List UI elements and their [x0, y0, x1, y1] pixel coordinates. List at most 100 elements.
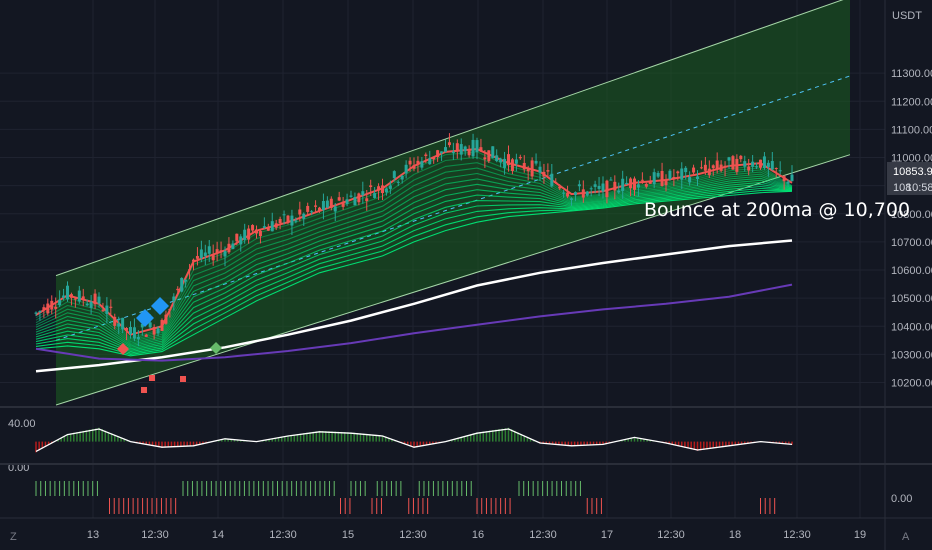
sell-signal-square [141, 387, 147, 393]
candle-body [436, 150, 440, 158]
channel-upper-line [55, 0, 844, 277]
candle-body [89, 301, 93, 308]
candle-body [132, 327, 136, 339]
y-tick-label: 11000.00 [891, 153, 932, 165]
candle-body [361, 191, 365, 196]
candle-body [479, 147, 483, 152]
candle-body [416, 160, 420, 164]
candle-body [93, 293, 97, 305]
candle-body [136, 337, 140, 340]
candle-body [231, 243, 235, 250]
y-tick-label: 10700.00 [891, 237, 932, 249]
candle-body [534, 160, 538, 164]
signal-bars-pane[interactable]: 0.00 [35, 481, 912, 514]
candle-body [585, 191, 589, 196]
ribbon-line [35, 190, 793, 357]
candle-body [235, 233, 239, 242]
candle-body [164, 314, 168, 324]
candle-body [195, 256, 199, 259]
x-tick-label: 12:30 [529, 529, 557, 541]
candle-body [672, 177, 676, 179]
timezone-icon[interactable]: Z [10, 531, 17, 543]
y-tick-label: 10600.00 [891, 265, 932, 277]
candle-body [282, 214, 286, 216]
candle-body [676, 171, 680, 174]
partial-price-label: 108 [893, 182, 911, 194]
candle-body [518, 156, 522, 159]
candle-body [58, 299, 62, 306]
candle-body [790, 174, 794, 182]
y-tick-label: 10500.00 [891, 293, 932, 305]
x-tick-label: 12:30 [269, 529, 297, 541]
candle-body [459, 144, 463, 155]
candle-body [550, 173, 554, 187]
x-tick-label: 13 [87, 529, 99, 541]
candle-body [613, 181, 617, 191]
candle-body [621, 178, 625, 191]
ribbon-line [35, 190, 793, 355]
candle-body [50, 300, 54, 310]
candle-body [353, 197, 357, 206]
candle-body [168, 309, 172, 311]
candle-body [81, 296, 85, 300]
candle-body [286, 215, 290, 223]
candle-body [727, 157, 731, 161]
candle-body [542, 171, 546, 177]
candle-body [298, 209, 302, 215]
candle-body [247, 228, 251, 240]
oscillator-pane[interactable]: 40.000.00 [8, 418, 793, 474]
ribbon-line [35, 179, 793, 348]
candle-body [711, 165, 715, 169]
candle-body [278, 218, 282, 224]
candle-body [192, 259, 195, 262]
candle-body [54, 306, 58, 309]
ribbon-line [35, 187, 793, 354]
candle-body [420, 161, 424, 168]
candle-body [412, 165, 416, 169]
candle-body [428, 158, 432, 165]
candle-body [432, 157, 436, 160]
candle-body [211, 254, 215, 261]
candle-body [408, 160, 412, 165]
candle-body [652, 172, 656, 185]
candle-body [105, 305, 109, 314]
candle-body [38, 311, 42, 313]
auto-scale-icon[interactable]: A [902, 531, 910, 543]
y-tick-label: 10400.00 [891, 321, 932, 333]
candle-body [593, 184, 597, 187]
candle-body [731, 156, 735, 170]
candle-body [188, 269, 192, 271]
candle-body [739, 155, 743, 160]
price-axis[interactable]: 10200.00 10300.00 10400.00 10500.00 10600.00… [891, 68, 932, 389]
candle-body [759, 159, 762, 168]
candle-body [377, 186, 381, 191]
x-tick-label: 14 [212, 529, 224, 541]
candle-body [554, 181, 558, 183]
candle-body [696, 176, 699, 180]
y-tick-label: 11200.00 [891, 96, 932, 108]
candle-body [770, 161, 774, 170]
x-tick-label: 15 [342, 529, 354, 541]
candle-body [160, 319, 164, 331]
candle-body [743, 161, 747, 167]
candle-body [558, 186, 562, 189]
candle-body [507, 154, 510, 166]
candle-body [688, 177, 692, 183]
candle-body [203, 252, 207, 256]
price-tag-bg [887, 162, 932, 179]
candle-body [77, 290, 81, 302]
ribbon-line [35, 185, 793, 353]
x-tick-label: 16 [472, 529, 484, 541]
candle-body [467, 150, 471, 156]
time-axis[interactable]: 13 12:30 14 12:30 15 12:30 16 12:30 17 12:30 18 12:… [87, 529, 866, 541]
candle-body [341, 201, 345, 207]
candle-body [629, 178, 633, 189]
candle-body [570, 198, 573, 200]
candle-body [522, 163, 526, 170]
candle-body [735, 158, 739, 172]
candle-body [255, 229, 258, 234]
ribbon-line [35, 183, 793, 351]
candle-body [184, 279, 188, 282]
candle-body [455, 143, 459, 151]
